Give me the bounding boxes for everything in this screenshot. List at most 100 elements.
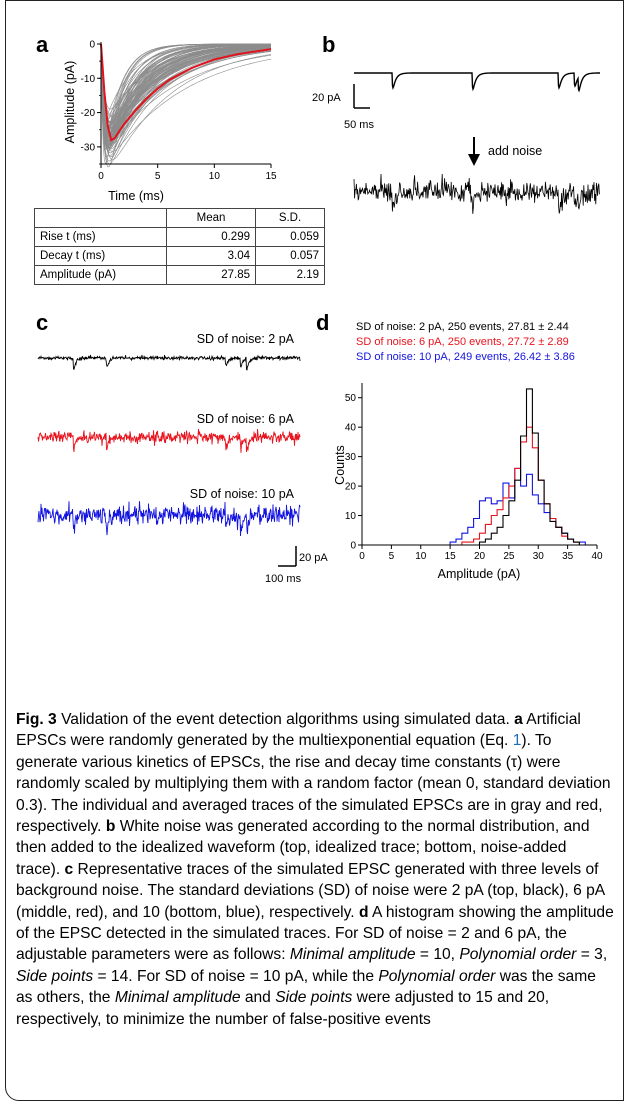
x-tick-label: 10	[209, 171, 221, 182]
caption-fig-label: Fig. 3	[16, 711, 57, 728]
panel-a-label: a	[36, 32, 49, 57]
caption-param-name: Minimal amplitude	[289, 946, 416, 964]
noisy-trace-line	[353, 173, 600, 214]
caption-intro: Validation of the event detection algori…	[56, 711, 515, 728]
panel-c-label: c	[36, 310, 48, 335]
table-row: Decay t (ms) 3.04 0.057	[34, 246, 325, 266]
y-tick-label: -10	[81, 74, 96, 85]
panel-c-scale-x: 100 ms	[265, 573, 302, 585]
x-tick-label: 10	[415, 551, 427, 562]
caption-a-label: a	[514, 711, 523, 728]
y-tick-label: 50	[345, 393, 357, 404]
individual-trace	[100, 43, 271, 146]
caption-eq-link[interactable]: 1	[512, 732, 522, 750]
caption-d-label: d	[358, 903, 369, 921]
caption-param-value: was the same as others, the	[16, 967, 596, 1007]
panel-c-trace2-label: SD of noise: 6 pA	[197, 412, 295, 426]
panel-b-scale-y: 20 pA	[312, 92, 341, 104]
x-tick-label: 0	[98, 171, 104, 182]
caption-param-value: = 10,	[415, 946, 460, 964]
down-arrow-icon	[468, 154, 480, 166]
trace-line-3	[37, 501, 301, 537]
x-tick-label: 0	[359, 551, 365, 562]
table-cell: 27.85	[166, 265, 256, 285]
individual-trace	[100, 43, 272, 133]
legend-line-1: SD of noise: 2 pA, 250 events, 27.81 ± 2…	[356, 321, 569, 333]
table-cell: 0.057	[255, 246, 325, 266]
individual-trace	[100, 43, 271, 146]
average-trace	[100, 43, 272, 142]
x-tick-label: 40	[591, 551, 603, 562]
panel-d-axes: 0 5 10 15 20 25 30 35 40 0 10 20 30 40 50	[345, 383, 603, 562]
individual-trace	[100, 43, 272, 160]
figure-graphics: a 0 5 10 15 0 -10 -20 -30 Time (ms) Amplitude (…	[36, 32, 603, 585]
caption-param-name: Side points	[275, 989, 353, 1007]
table-header-cell	[34, 208, 167, 228]
idealized-trace-line	[354, 72, 600, 93]
table-header-row: Mean S.D.	[34, 208, 325, 228]
caption-d-text: A histogram showing the amplitude of the…	[16, 903, 614, 964]
x-tick-label: 15	[445, 551, 457, 562]
trace-line-2	[37, 428, 301, 453]
individual-trace	[100, 43, 272, 138]
y-tick-label: 40	[345, 423, 357, 434]
x-tick-label: 25	[503, 551, 515, 562]
panel-a-axes: 0 5 10 15 0 -10 -20 -30	[81, 40, 277, 183]
caption-b-label: b	[105, 818, 116, 836]
panel-b-arrow-text: add noise	[488, 144, 542, 158]
y-tick-label: -20	[81, 108, 96, 119]
figure-frame	[5, 0, 624, 1101]
x-tick-label: 35	[562, 551, 574, 562]
panel-c-traces	[37, 354, 301, 537]
individual-trace	[100, 43, 272, 151]
figure-caption: Fig. 3 Validation of the event detection…	[16, 709, 614, 1030]
panel-b-arrow: add noise	[468, 137, 542, 166]
panel-a-traces	[100, 43, 272, 168]
panel-c-scale-y: 20 pA	[299, 552, 328, 564]
y-tick-label: 10	[345, 511, 357, 522]
caption-c-text: Representative traces of the simulated E…	[16, 860, 605, 921]
trace-line-1	[37, 354, 301, 371]
x-tick-label: 30	[533, 551, 545, 562]
panel-d-label: d	[316, 310, 329, 335]
panel-d-xlabel: Amplitude (pA)	[438, 567, 521, 581]
caption-a-text2: ). To generate various kinetics of EPSCs…	[16, 732, 611, 836]
caption-b-text: White noise was generated according to t…	[16, 818, 590, 878]
individual-trace	[100, 43, 272, 152]
table-row: Rise t (ms) 0.299 0.059	[34, 227, 325, 247]
kinetics-table: Mean S.D. Rise t (ms) 0.299 0.059 Decay …	[34, 208, 325, 285]
table-cell: 3.04	[166, 246, 256, 266]
histogram-series	[450, 388, 592, 546]
panel-c-trace3-label: SD of noise: 10 pA	[190, 487, 295, 501]
caption-c-label: c	[64, 860, 74, 878]
panel-c-scalebar: 20 pA 100 ms	[265, 546, 328, 585]
table-cell: Amplitude (pA)	[34, 265, 167, 285]
panel-b-scalebar: 20 pA 50 ms	[312, 84, 374, 131]
y-tick-label: -30	[81, 142, 96, 153]
panel-d-ylabel: Counts	[333, 445, 347, 485]
x-tick-label: 15	[265, 171, 277, 182]
panel-a-chart: 0 5 10 15 0 -10 -20 -30 Time (ms) Amplitude (pA…	[63, 40, 277, 204]
table-cell: 2.19	[255, 265, 325, 285]
panel-d-histogram: 0 5 10 15 20 25 30 35 40 0 10 20 30 40 50 Amplitude (p…	[333, 383, 603, 581]
caption-param-value: and	[240, 989, 276, 1007]
y-tick-label: 30	[345, 452, 357, 463]
panel-b-idealized-trace	[354, 72, 600, 93]
individual-trace	[100, 43, 271, 117]
caption-param-value: = 14. For SD of noise = 10 pA, while the	[93, 967, 379, 985]
x-tick-label: 5	[389, 551, 395, 562]
x-tick-label: 5	[155, 171, 161, 182]
table-header-cell: Mean	[166, 208, 256, 228]
panel-d-series	[449, 388, 592, 546]
table-cell: 0.059	[255, 227, 325, 247]
caption-a-text: Artificial EPSCs were randomly generated…	[16, 711, 581, 750]
panel-a-ylabel: Amplitude (pA)	[63, 61, 77, 144]
table-cell: 0.299	[166, 227, 256, 247]
panel-b-label: b	[322, 32, 335, 57]
panel-b-scale-x: 50 ms	[344, 119, 374, 131]
x-tick-label: 20	[474, 551, 486, 562]
table-cell: Rise t (ms)	[34, 227, 167, 247]
caption-param-name: Minimal amplitude	[114, 989, 241, 1007]
caption-param-name: Polynomial order	[378, 967, 496, 985]
table-header-cell: S.D.	[255, 208, 325, 228]
